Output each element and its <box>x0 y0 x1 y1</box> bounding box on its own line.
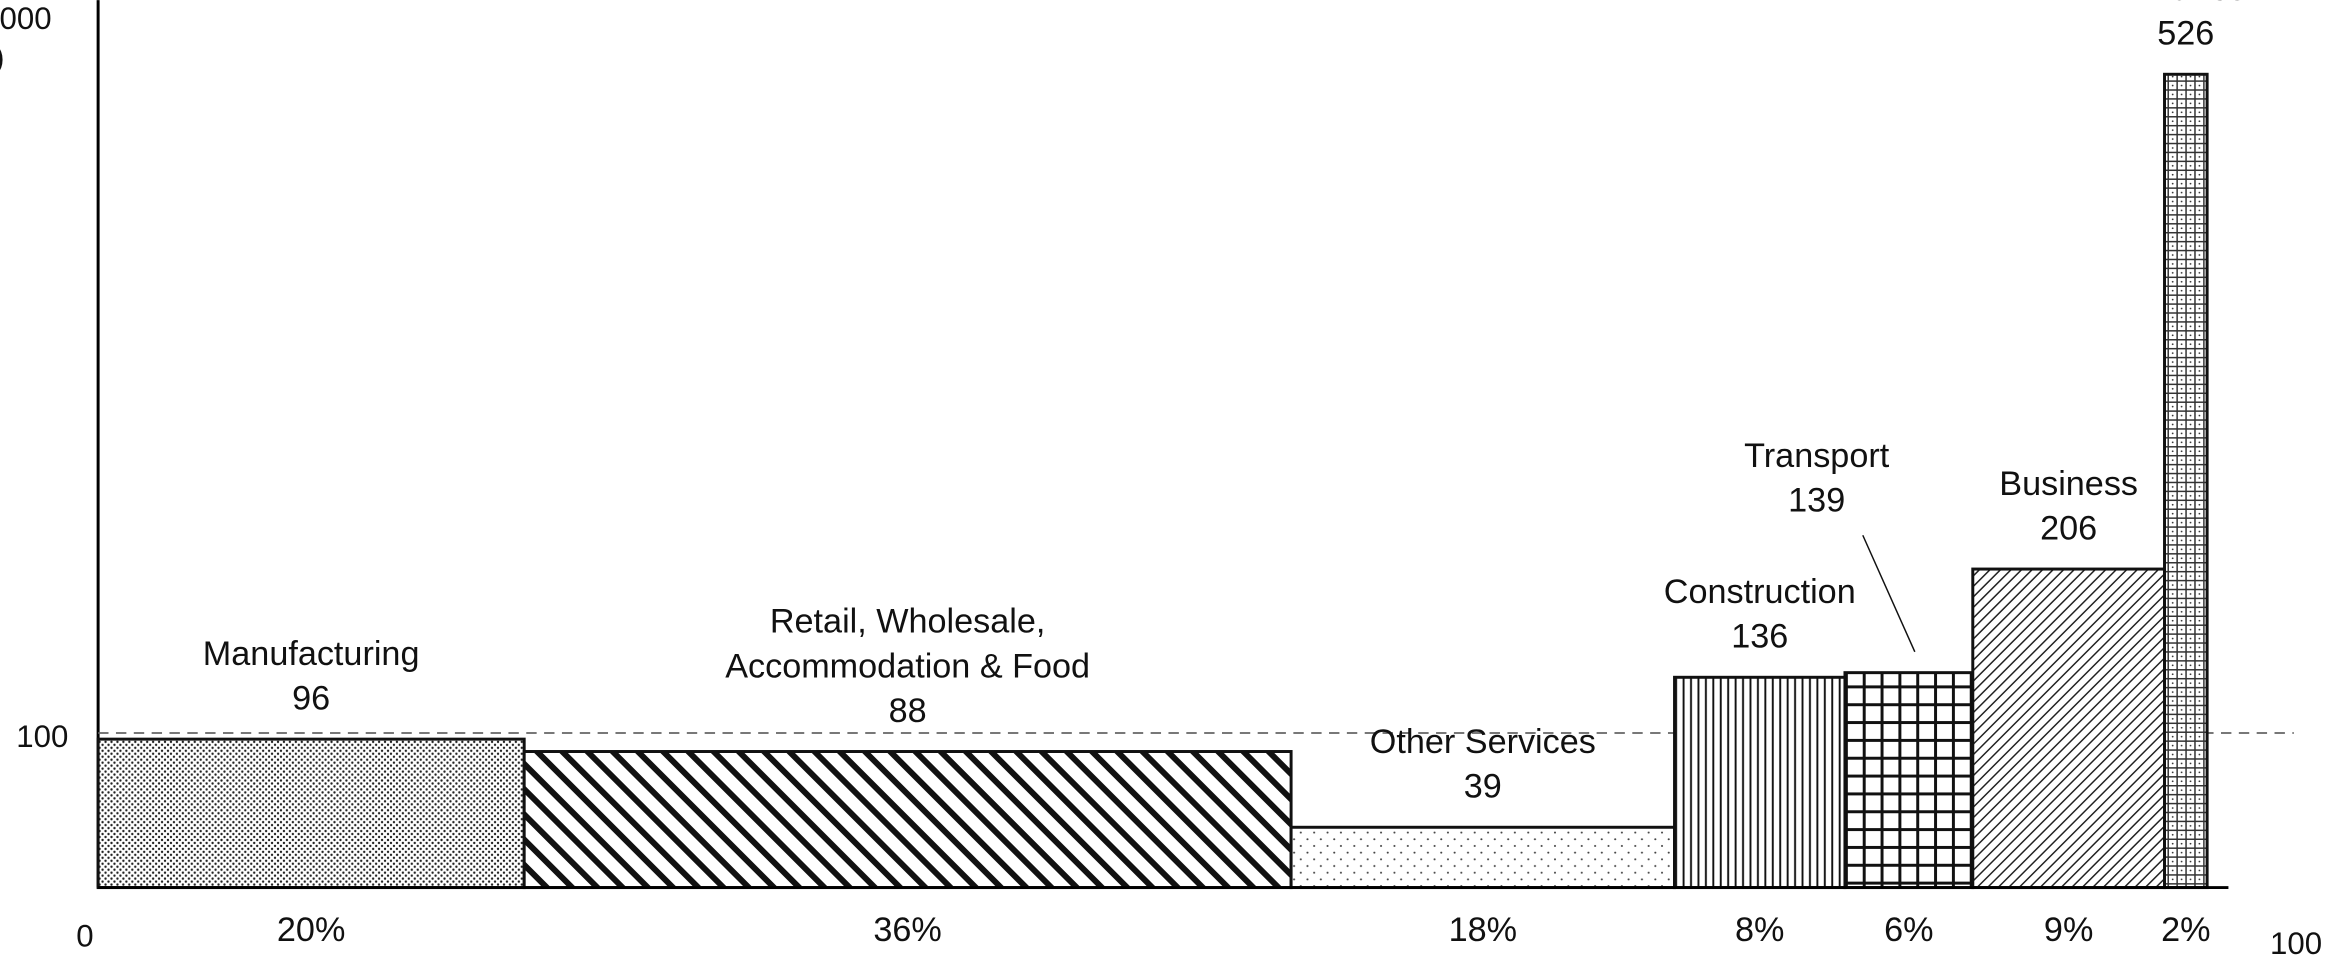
width-label: 8% <box>1735 911 1784 949</box>
category-label: Construction <box>1664 573 1856 611</box>
bar <box>1843 671 1975 890</box>
width-label: 20% <box>277 911 345 949</box>
category-label: Finance <box>2125 0 2247 8</box>
bar <box>2163 72 2209 890</box>
value-label: 88 <box>889 692 927 730</box>
value-label: 96 <box>292 680 330 718</box>
width-label: 9% <box>2044 911 2093 949</box>
value-label: 139 <box>1788 482 1845 520</box>
bar <box>1289 825 1677 890</box>
category-label: Manufacturing <box>203 635 420 673</box>
value-label: 206 <box>2040 509 2097 547</box>
bar <box>522 750 1293 890</box>
width-label: 2% <box>2161 911 2210 949</box>
value-label: 136 <box>1731 618 1788 656</box>
width-label: 6% <box>1884 911 1933 949</box>
category-label: Transport <box>1744 437 1890 475</box>
category-label: Accommodation & Food <box>725 647 1090 685</box>
x-tick-label: 0 <box>76 918 93 953</box>
bar <box>1673 675 1847 890</box>
y-tick-label: 100 <box>16 719 68 754</box>
y-label: 2000 <box>0 1 52 36</box>
width-label: 36% <box>873 911 941 949</box>
bar <box>96 737 526 890</box>
width-label: 18% <box>1449 911 1517 949</box>
bar <box>1971 567 2167 890</box>
leader-line <box>1862 534 1916 653</box>
category-label: Retail, Wholesale, <box>770 603 1046 641</box>
category-label: Other Services <box>1370 723 1596 761</box>
value-label: 526 <box>2157 15 2214 53</box>
category-label: Business <box>1999 465 2138 503</box>
x-tick-label: 100 <box>2270 926 2322 959</box>
y-label: ) <box>0 40 4 75</box>
value-label: 39 <box>1464 768 1502 806</box>
